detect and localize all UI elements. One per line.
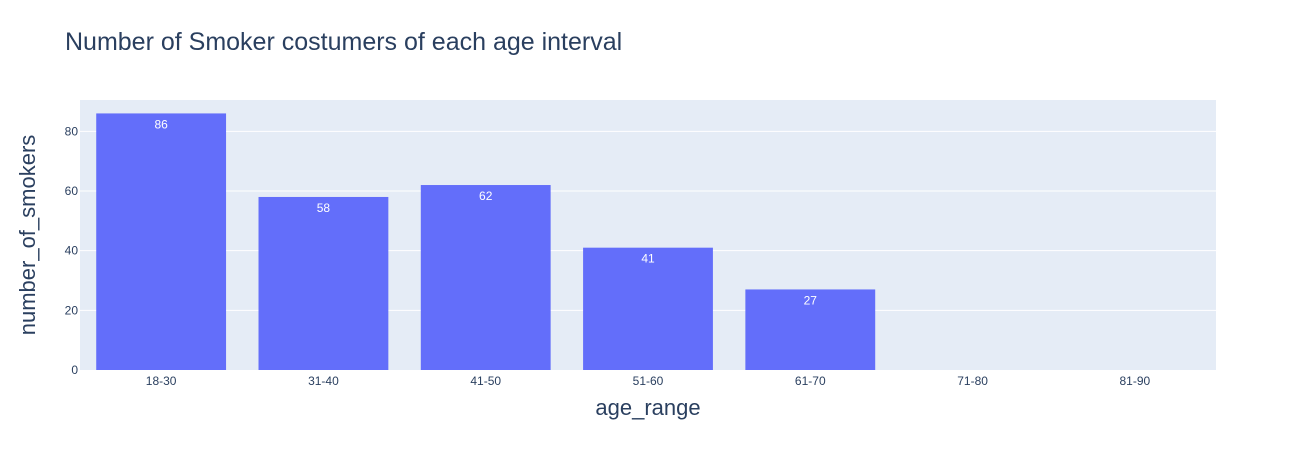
chart-title: Number of Smoker costumers of each age i… bbox=[65, 28, 622, 56]
bar[interactable] bbox=[745, 289, 876, 370]
bar-value-label: 86 bbox=[154, 117, 168, 131]
bar[interactable] bbox=[258, 196, 389, 370]
x-tick-label: 51-60 bbox=[633, 374, 664, 388]
bars bbox=[96, 113, 876, 370]
x-tick-label: 31-40 bbox=[308, 374, 339, 388]
x-axis-title: age_range bbox=[595, 395, 700, 420]
bar[interactable] bbox=[96, 113, 227, 370]
x-tick-label: 18-30 bbox=[146, 374, 177, 388]
x-tick-label: 61-70 bbox=[795, 374, 826, 388]
bar-data-labels: 86 58 62 41 27 bbox=[154, 117, 817, 307]
x-axis-ticks: 18-30 31-40 41-50 51-60 61-70 71-80 81-90 bbox=[146, 374, 1151, 388]
bar[interactable] bbox=[583, 247, 713, 370]
x-tick-label: 41-50 bbox=[470, 374, 501, 388]
bar-value-label: 58 bbox=[317, 201, 331, 215]
y-axis-ticks: 0 20 40 60 80 bbox=[65, 124, 79, 377]
y-tick-label: 0 bbox=[71, 363, 78, 377]
bar[interactable] bbox=[420, 185, 551, 370]
bar-value-label: 62 bbox=[479, 189, 493, 203]
y-axis-title: number_of_smokers bbox=[15, 135, 40, 336]
x-tick-label: 81-90 bbox=[1120, 374, 1151, 388]
y-tick-label: 80 bbox=[65, 124, 79, 138]
bar-value-label: 41 bbox=[641, 252, 655, 266]
y-tick-label: 60 bbox=[65, 184, 79, 198]
y-tick-label: 40 bbox=[65, 244, 79, 258]
x-tick-label: 71-80 bbox=[957, 374, 988, 388]
bar-value-label: 27 bbox=[804, 293, 818, 307]
y-tick-label: 20 bbox=[65, 303, 79, 317]
